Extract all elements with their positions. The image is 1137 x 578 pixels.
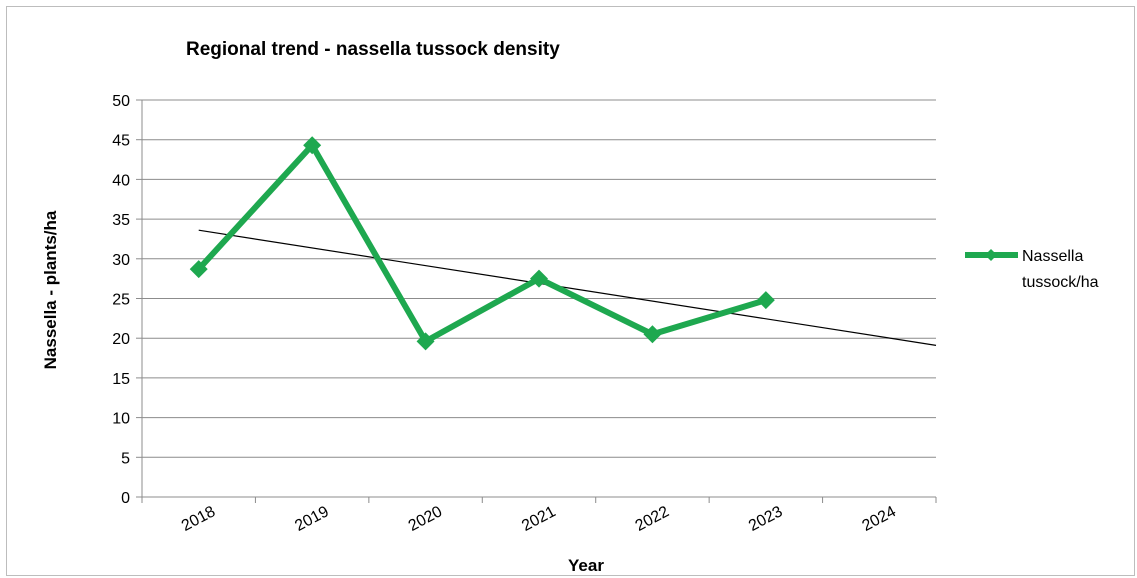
x-tick-label: 2024 [859,503,898,535]
y-tick-label: 0 [121,490,130,507]
data-point-2023 [756,291,775,310]
y-tick-label: 10 [112,411,130,428]
x-axis: 2018 2019 2020 2021 2022 2023 2024 [141,496,937,535]
data-point-2021 [530,269,548,288]
y-tick-label: 50 [112,93,130,110]
x-tick-label: 2018 [179,503,218,535]
y-tick-label: 40 [112,172,130,189]
y-tick-label: 5 [121,450,130,467]
x-tick-label: 2020 [406,503,445,535]
data-point-2019 [303,136,322,155]
x-tick-label: 2023 [746,503,785,535]
gridlines [136,99,936,498]
data-point-2022 [643,325,662,344]
trendline-line [198,229,937,346]
legend-swatch-marker [985,249,997,261]
x-axis-label: Year [568,556,604,575]
y-tick-labels: 0 5 10 15 20 25 30 35 40 45 50 [112,93,130,507]
chart-title: Regional trend - nassella tussock densit… [186,39,560,60]
x-tick-label: 2021 [519,503,558,535]
series-line-0 [196,140,767,346]
y-tick-label: 45 [112,133,130,150]
legend-label-line-1: Nassella [1022,248,1083,265]
legend-label-line-2: tussock/ha [1022,274,1099,291]
trendline [198,229,937,346]
y-tick-label: 30 [112,252,130,269]
y-tick-label: 15 [112,371,130,388]
legend: Nassella tussock/ha [965,248,1099,291]
series-group [189,136,775,351]
data-point-2020 [416,332,435,351]
x-tick-label: 2022 [633,503,672,535]
y-tick-label: 25 [112,292,130,309]
y-tick-label: 20 [112,331,130,348]
data-point-2018 [189,260,208,279]
y-tick-label: 35 [112,212,130,229]
x-tick-label: 2019 [292,503,331,535]
y-axis-label: Nassella - plants/ha [41,210,60,369]
